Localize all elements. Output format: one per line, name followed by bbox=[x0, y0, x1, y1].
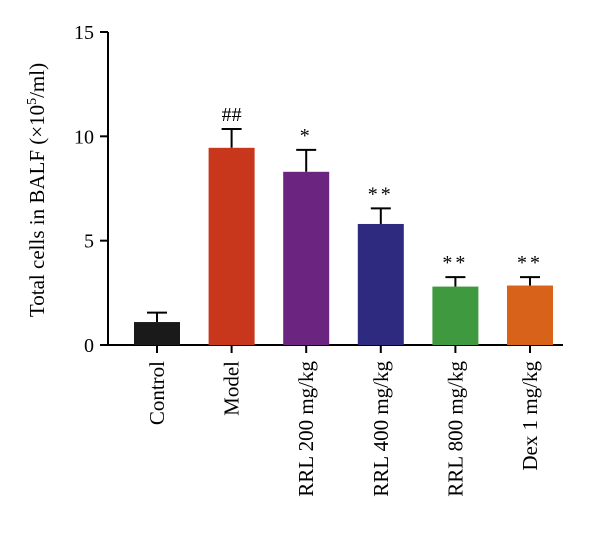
bar bbox=[432, 286, 479, 345]
y-axis-label-suffix: /ml) bbox=[25, 63, 49, 98]
category-label: Dex 1 mg/kg bbox=[518, 361, 542, 471]
significance-marker: * bbox=[300, 125, 313, 147]
category-label: RRL 800 mg/kg bbox=[443, 361, 467, 497]
category-label: RRL 200 mg/kg bbox=[294, 361, 318, 497]
y-tick-label: 10 bbox=[74, 126, 94, 148]
y-tick-label: 0 bbox=[84, 335, 94, 357]
y-axis-label-superscript: 5 bbox=[25, 98, 40, 105]
bar bbox=[208, 147, 255, 345]
axes: 0 5 10 15 bbox=[74, 22, 563, 357]
bar bbox=[283, 171, 330, 345]
bar bbox=[134, 322, 180, 345]
category-label: Model bbox=[220, 361, 244, 416]
y-axis-label-prefix: Total cells in BALF (×10 bbox=[25, 105, 49, 317]
category-label: Control bbox=[145, 361, 169, 425]
bars: ##***** ** bbox=[134, 104, 553, 345]
bar bbox=[507, 285, 553, 345]
significance-marker: ## bbox=[222, 104, 242, 126]
significance-marker: ** bbox=[517, 252, 543, 274]
category-label: RRL 400 mg/kg bbox=[369, 361, 393, 497]
significance-marker: ** bbox=[368, 183, 394, 205]
y-axis-label: Total cells in BALF (×105/ml) bbox=[25, 63, 49, 317]
y-tick-label: 5 bbox=[84, 231, 94, 253]
y-tick-label: 15 bbox=[74, 22, 94, 44]
category-labels: Control Model RRL 200 mg/kg RRL 400 mg/kg RR… bbox=[145, 361, 542, 497]
bar bbox=[357, 223, 404, 345]
significance-marker: ** bbox=[442, 252, 468, 274]
